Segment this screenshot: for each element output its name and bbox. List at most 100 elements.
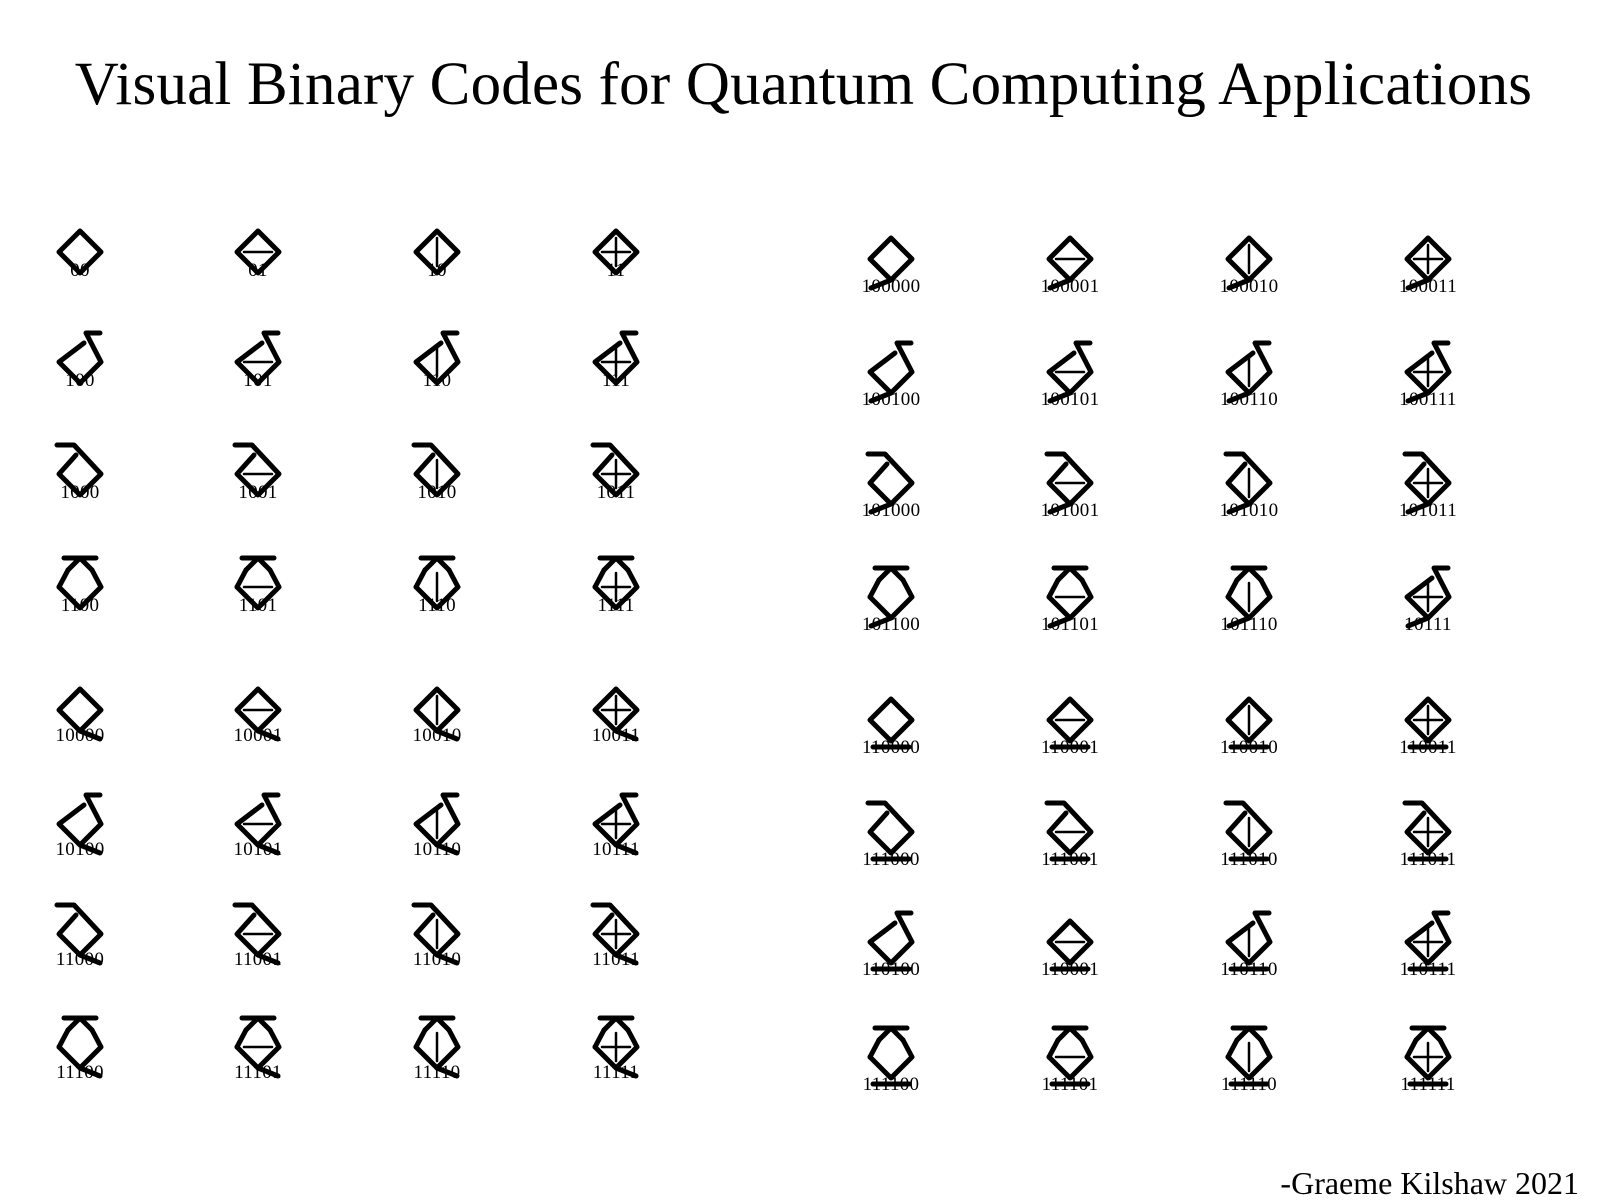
binary-glyph-icon <box>1046 696 1094 750</box>
code-label: 101101 <box>1040 614 1100 635</box>
code-label: 10011 <box>591 725 641 746</box>
glyph-cell: 11010 <box>377 897 497 1007</box>
glyph-cell: 101011 <box>1368 446 1488 556</box>
code-label: 110001 <box>1040 737 1100 758</box>
code-label: 11011 <box>592 949 640 970</box>
code-label: 01 <box>248 260 268 281</box>
glyph-cell: 100 <box>20 325 140 435</box>
glyph-cell: 111110 <box>1189 1020 1309 1130</box>
glyph-cell: 1011 <box>556 437 676 547</box>
glyph-cell: 1001 <box>198 437 318 547</box>
glyph-cell: 11001 <box>198 897 318 1007</box>
code-label: 101110 <box>1220 614 1278 635</box>
glyph-cell: 1000 <box>20 437 140 547</box>
binary-glyph-icon <box>1223 451 1273 515</box>
glyph-cell: 100100 <box>831 335 951 445</box>
code-label: 11101 <box>234 1062 282 1083</box>
glyph-cell: 10100 <box>20 787 140 897</box>
binary-glyph-icon <box>234 330 282 386</box>
glyph-cell: 110100 <box>831 905 951 1015</box>
glyph-cell: 101 <box>198 325 318 435</box>
binary-glyph-icon <box>1225 340 1273 404</box>
binary-glyph-icon <box>1404 1025 1452 1087</box>
binary-glyph-icon <box>1046 235 1094 291</box>
code-label: 111000 <box>862 849 920 870</box>
binary-glyph-icon <box>592 228 640 276</box>
binary-glyph-icon <box>865 800 915 862</box>
code-label: 111010 <box>1220 849 1278 870</box>
glyph-cell: 101010 <box>1189 446 1309 556</box>
code-label: 111101 <box>1041 1074 1099 1095</box>
code-label: 100000 <box>861 276 921 297</box>
binary-glyph-icon <box>590 902 640 966</box>
binary-glyph-icon <box>234 228 282 276</box>
code-label: 110 <box>422 370 452 391</box>
code-label: 1101 <box>238 595 278 616</box>
binary-glyph-icon <box>1225 1025 1273 1087</box>
binary-glyph-icon <box>1404 565 1452 629</box>
glyph-cell: 10011 <box>556 673 676 783</box>
glyph-cell: 111111 <box>1368 1020 1488 1130</box>
code-label: 101001 <box>1040 500 1100 521</box>
binary-glyph-icon <box>234 792 282 856</box>
binary-glyph-icon <box>867 565 915 629</box>
glyph-cell: 10001 <box>198 673 318 783</box>
glyph-cell: 110 <box>377 325 497 435</box>
code-label: 11001 <box>233 949 283 970</box>
glyph-cell: 11000 <box>20 897 140 1007</box>
code-label: 10001 <box>233 725 283 746</box>
code-label: 1110 <box>418 595 456 616</box>
binary-glyph-icon <box>1046 565 1094 629</box>
glyph-cell: 10101 <box>198 787 318 897</box>
glyph-cell: 100111 <box>1368 335 1488 445</box>
glyph-cell: 110010 <box>1189 683 1309 793</box>
binary-glyph-icon <box>1225 910 1273 972</box>
binary-glyph-icon <box>867 1025 915 1087</box>
binary-glyph-icon <box>1046 1025 1094 1087</box>
binary-glyph-icon <box>865 451 915 515</box>
binary-glyph-icon <box>413 228 461 276</box>
glyph-cell: 100000 <box>831 222 951 332</box>
glyph-cell: 111100 <box>831 1020 951 1130</box>
code-label: 100110 <box>1219 389 1279 410</box>
binary-glyph-icon <box>56 228 104 276</box>
binary-glyph-icon <box>232 442 282 498</box>
glyph-cell: 01 <box>198 215 318 325</box>
glyph-cell: 110011 <box>1368 683 1488 793</box>
binary-glyph-icon <box>1402 800 1452 862</box>
glyph-cell: 10110 <box>377 787 497 897</box>
code-label: 1100 <box>60 595 100 616</box>
glyph-cell: 11011 <box>556 897 676 1007</box>
binary-glyph-icon <box>54 442 104 498</box>
code-label: 10111 <box>592 839 640 860</box>
glyph-cell: 1010 <box>377 437 497 547</box>
code-label: 10100 <box>55 839 105 860</box>
binary-glyph-icon <box>1044 800 1094 862</box>
binary-glyph-icon <box>56 330 104 386</box>
binary-glyph-icon <box>56 686 104 742</box>
glyph-cell: 1111 <box>556 550 676 660</box>
code-label: 10110 <box>412 839 462 860</box>
code-label: 101100 <box>861 614 921 635</box>
glyph-cell: 101110 <box>1189 560 1309 670</box>
glyph-cell: 10000 <box>20 673 140 783</box>
code-label: 10010 <box>412 725 462 746</box>
binary-glyph-icon <box>592 555 640 611</box>
binary-glyph-icon <box>1046 918 1094 972</box>
code-label: 101011 <box>1398 500 1458 521</box>
code-label: 10111 <box>1404 614 1452 635</box>
code-label: 100011 <box>1398 276 1458 297</box>
glyph-cell: 10111 <box>556 787 676 897</box>
binary-glyph-icon <box>413 1015 461 1079</box>
binary-glyph-icon <box>1404 235 1452 291</box>
code-label: 1111 <box>597 595 635 616</box>
glyph-cell: 101101 <box>1010 560 1130 670</box>
glyph-cell: 101000 <box>831 446 951 556</box>
code-label: 11110 <box>413 1062 461 1083</box>
code-label: 110011 <box>1399 737 1457 758</box>
code-label: 101010 <box>1219 500 1279 521</box>
code-label: 110100 <box>861 959 921 980</box>
glyph-cell: 1100 <box>20 550 140 660</box>
code-label: 00 <box>70 260 90 281</box>
code-label: 110110 <box>1220 959 1278 980</box>
